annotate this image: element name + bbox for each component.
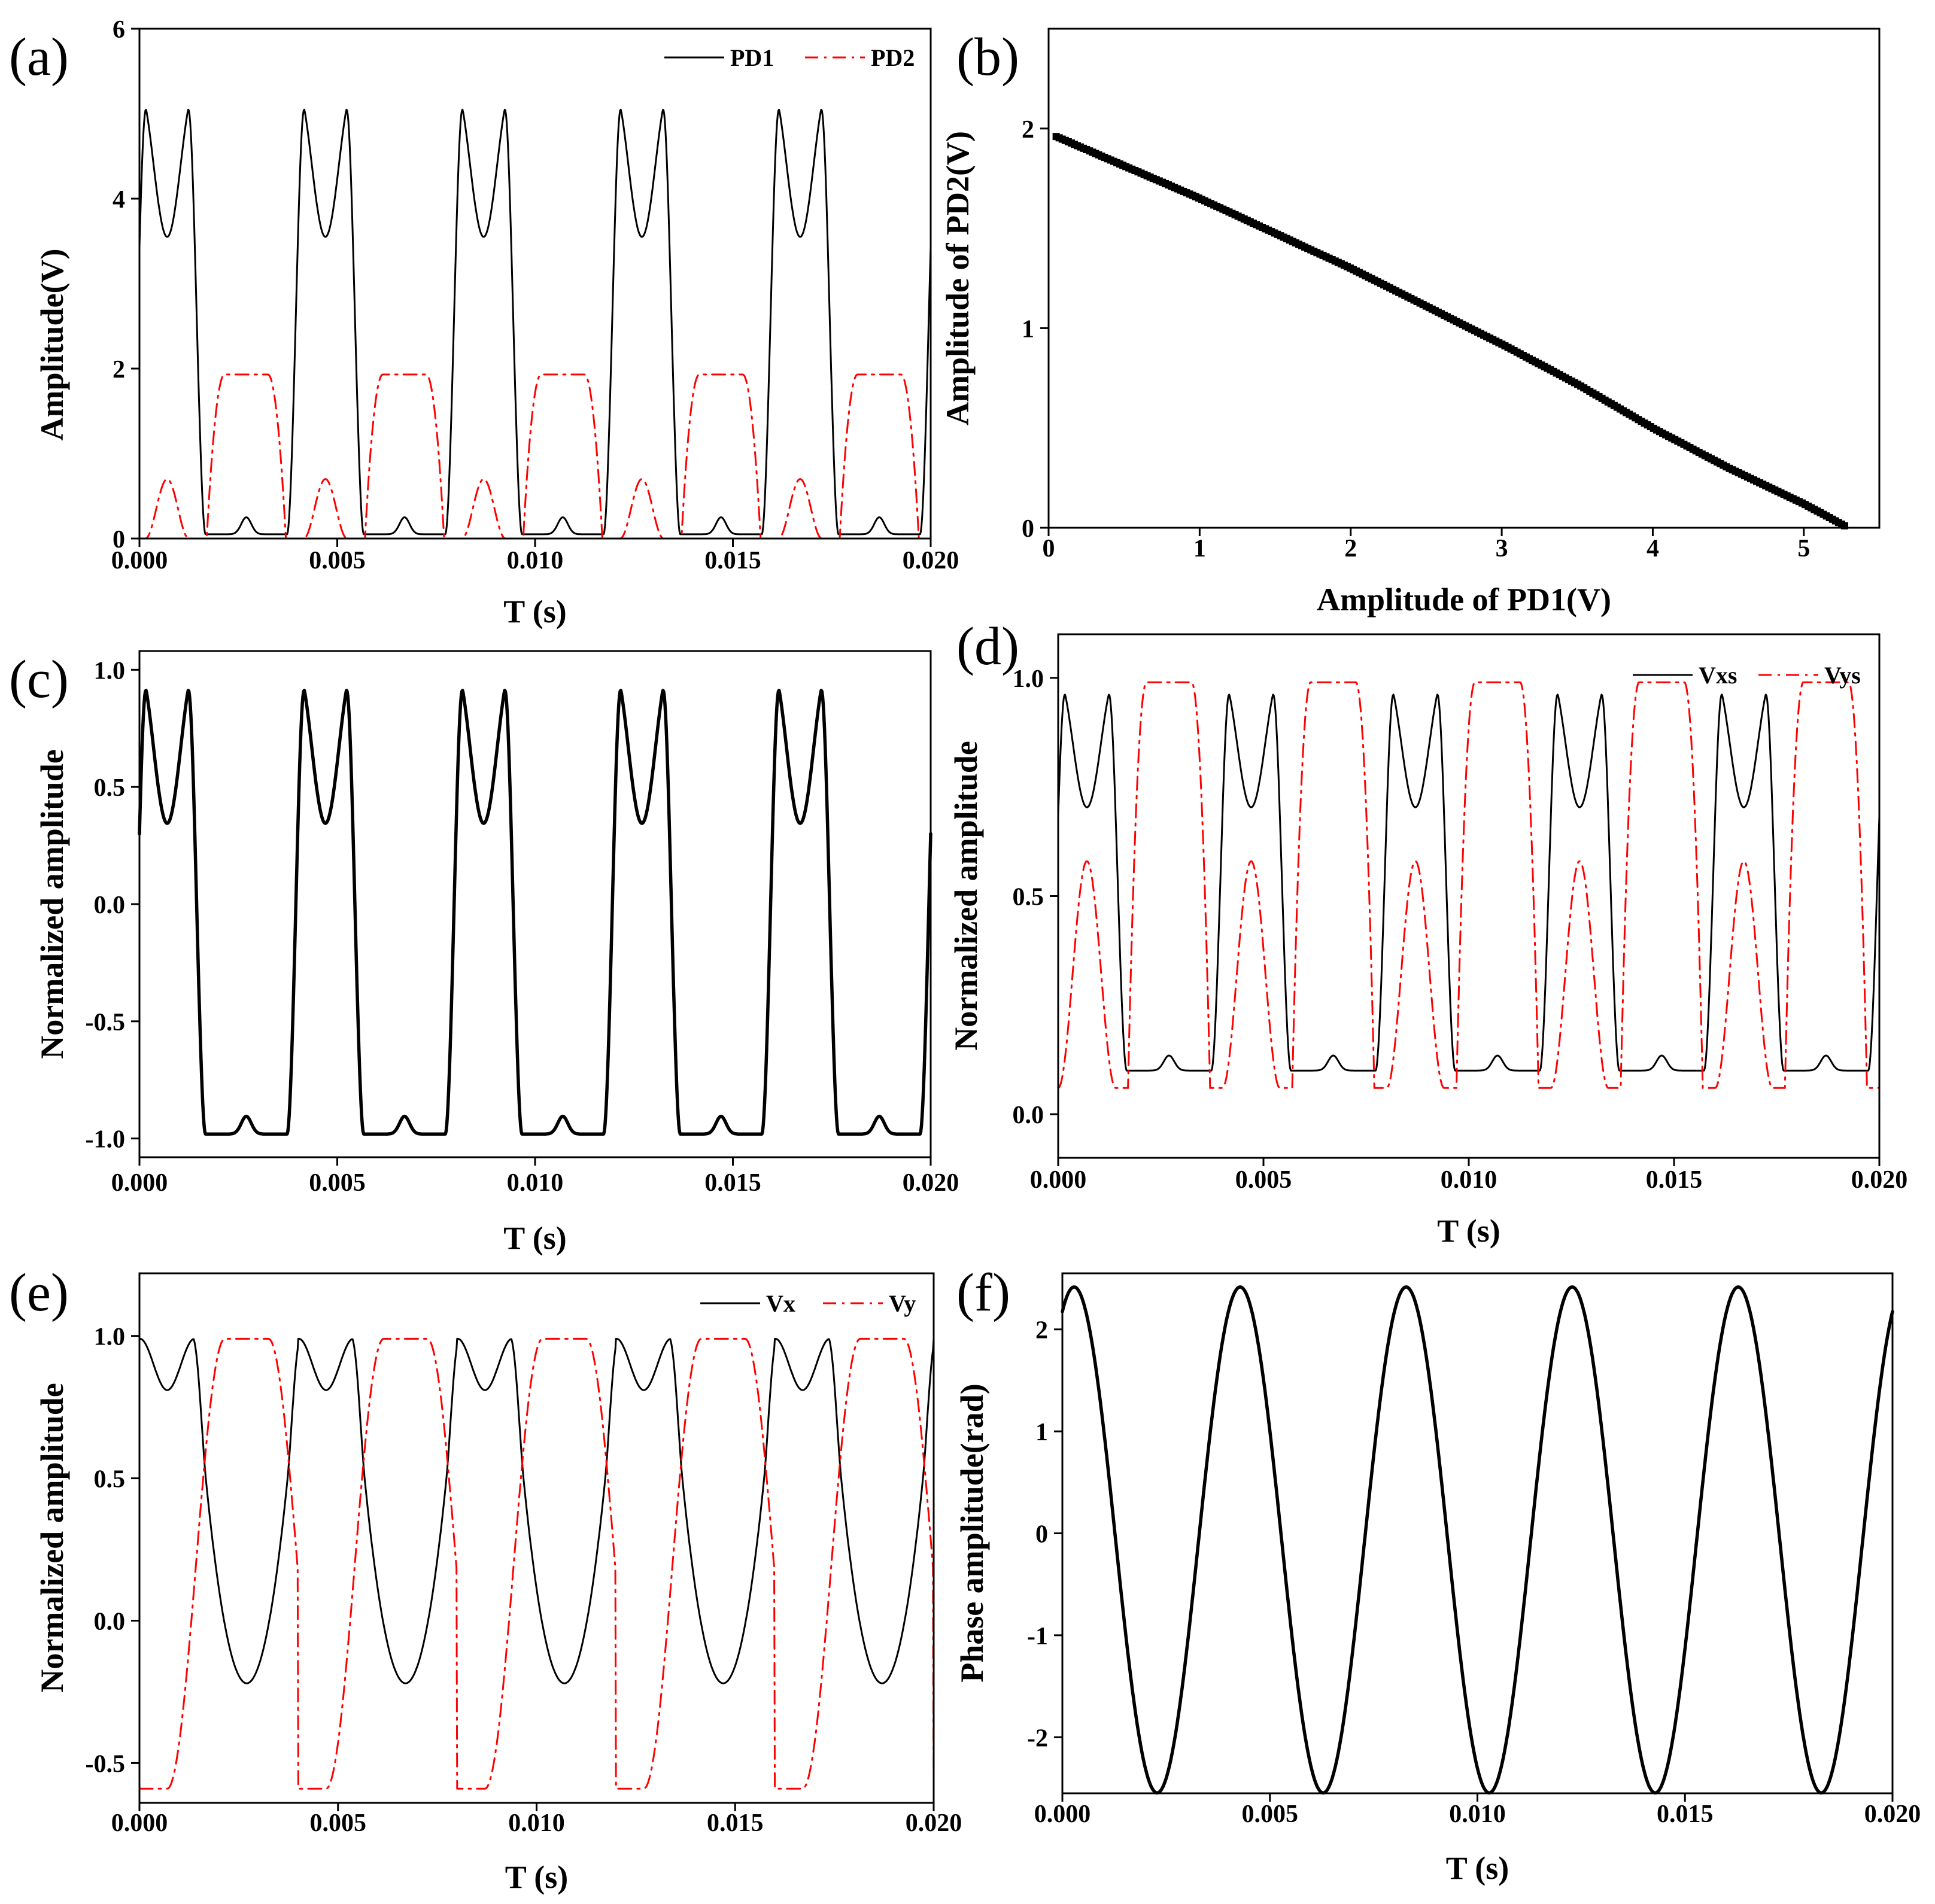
plot-frame <box>138 650 932 1158</box>
legend-label: Vys <box>1824 662 1861 689</box>
panel-label: (c) <box>9 650 69 709</box>
y-tick-label: 0 <box>1022 515 1034 543</box>
x-tick-label: 5 <box>1797 535 1810 562</box>
y-tick-label: 0.0 <box>1013 1102 1044 1129</box>
panel-label: (e) <box>9 1263 69 1322</box>
x-tick-label: 0.020 <box>1864 1800 1921 1828</box>
y-tick-label: 0 <box>113 526 125 553</box>
legend-label: Vxs <box>1699 662 1737 689</box>
panel-c: 0.000 0.005 0.010 0.015 0.020 -1.0 -0.5 0.0 0.5 1… <box>9 650 959 1256</box>
x-tick-label: 0.020 <box>903 1169 959 1197</box>
series-line-phase <box>1061 1285 1894 1795</box>
series-line-pd1 <box>138 108 932 536</box>
x-axis-title: T (s) <box>503 594 567 629</box>
y-tick-label: 0.0 <box>94 1608 126 1635</box>
y-tick-label: -0.5 <box>86 1009 126 1036</box>
x-tick-label: 0.010 <box>507 547 564 574</box>
y-tick-label: 0.5 <box>1013 884 1044 911</box>
panel-label: (a) <box>9 28 69 87</box>
x-tick-label: 1 <box>1193 535 1206 562</box>
plot-frame <box>1061 1272 1894 1794</box>
x-tick-label: 0.010 <box>508 1809 565 1837</box>
x-tick-label: 0.005 <box>1235 1166 1292 1194</box>
x-axis-title: T (s) <box>1446 1850 1509 1886</box>
x-tick-label: 0 <box>1043 535 1055 562</box>
series-line-pd2 <box>138 373 932 540</box>
panel-e: 0.000 0.005 0.010 0.015 0.020 -0.5 0.0 0.5 1.0 T … <box>9 1263 962 1895</box>
x-tick-label: 2 <box>1344 535 1357 562</box>
panel-a: 0.000 0.005 0.010 0.015 0.020 0 2 4 6 T (s) Amplit… <box>9 16 959 629</box>
x-tick-label: 0.000 <box>111 547 168 574</box>
y-axis-title: Normalized amplitude <box>948 741 984 1050</box>
panel-b: 0 1 2 3 4 5 0 1 2 Amplitude of PD1(V) Amplitude of… <box>940 28 1881 618</box>
x-tick-label: 3 <box>1496 535 1508 562</box>
y-tick-label: -0.5 <box>86 1750 126 1778</box>
series-line-normalized-signal <box>138 689 932 1136</box>
y-tick-label: -1 <box>1027 1623 1048 1650</box>
x-axis-title: T (s) <box>505 1859 569 1895</box>
x-tick-label: 0.005 <box>310 1809 367 1837</box>
panel-label: (f) <box>956 1263 1010 1322</box>
y-axis-title: Amplitude(V) <box>34 249 70 441</box>
x-tick-label: 0.015 <box>707 1809 764 1837</box>
y-tick-label: 4 <box>113 186 125 214</box>
y-tick-label: 1.0 <box>94 1324 126 1351</box>
x-tick-label: 0.005 <box>309 1169 366 1197</box>
x-tick-label: 0.010 <box>1441 1166 1497 1194</box>
y-tick-label: 1 <box>1022 315 1034 343</box>
plot-frame <box>1047 28 1881 529</box>
x-tick-label: 0.010 <box>1449 1800 1506 1828</box>
x-tick-label: 0.015 <box>1657 1800 1714 1828</box>
y-tick-label: 1.0 <box>1013 665 1044 693</box>
y-tick-label: 0.5 <box>94 1466 126 1494</box>
x-tick-label: 0.000 <box>1030 1166 1087 1194</box>
x-tick-label: 0.015 <box>1646 1166 1703 1194</box>
plot-frame <box>1057 633 1881 1159</box>
panel-f: 0.000 0.005 0.010 0.015 0.020 -2 -1 0 1 2 T (s) Pha… <box>954 1263 1921 1886</box>
y-tick-label: 1.0 <box>94 657 126 685</box>
x-tick-label: 0.020 <box>903 547 959 574</box>
series-line-vy <box>138 1337 935 1790</box>
y-axis-title: Phase amplitude(rad) <box>954 1383 990 1683</box>
x-tick-label: 0.000 <box>111 1809 168 1837</box>
legend-label: Vy <box>889 1290 916 1317</box>
y-tick-label: 6 <box>113 16 125 44</box>
x-tick-label: 0.000 <box>111 1169 168 1197</box>
x-tick-label: 0.020 <box>906 1809 962 1837</box>
legend-label: PD2 <box>871 44 915 71</box>
x-tick-label: 0.000 <box>1034 1800 1091 1828</box>
x-tick-label: 0.015 <box>704 547 761 574</box>
y-tick-label: -1.0 <box>86 1126 126 1154</box>
x-tick-label: 0.010 <box>507 1169 564 1197</box>
x-tick-label: 4 <box>1647 535 1659 562</box>
y-tick-label: 2 <box>1035 1317 1048 1345</box>
series-line-vxs <box>1057 694 1881 1072</box>
y-tick-label: 2 <box>113 356 125 384</box>
panel-d: 0.000 0.005 0.010 0.015 0.020 0.0 0.5 1.0 T (s) N… <box>948 617 1907 1249</box>
y-axis-title: Normalized amplitude <box>34 1383 70 1692</box>
series-line-vx <box>138 1337 935 1684</box>
y-tick-label: 0.0 <box>94 892 126 919</box>
x-axis-title: Amplitude of PD1(V) <box>1317 582 1611 618</box>
y-axis-title: Amplitude of PD2(V) <box>940 131 976 425</box>
legend-label: Vx <box>766 1290 795 1317</box>
y-tick-label: 0 <box>1035 1521 1048 1549</box>
x-tick-label: 0.005 <box>1242 1800 1299 1828</box>
x-tick-label: 0.005 <box>309 547 366 574</box>
plot-frame <box>138 28 932 540</box>
y-tick-label: 0.5 <box>94 774 126 802</box>
legend-label: PD1 <box>730 44 774 71</box>
y-axis-title: Normalized amplitude <box>34 749 70 1059</box>
x-tick-label: 0.020 <box>1851 1166 1908 1194</box>
panel-label: (d) <box>956 617 1019 676</box>
series-line-vys <box>1057 681 1881 1089</box>
y-tick-label: -2 <box>1027 1724 1048 1752</box>
panel-label: (b) <box>956 28 1019 87</box>
y-tick-label: 1 <box>1035 1419 1048 1446</box>
x-tick-label: 0.015 <box>704 1169 761 1197</box>
x-axis-title: T (s) <box>1437 1213 1500 1249</box>
y-tick-label: 2 <box>1022 116 1034 144</box>
x-axis-title: T (s) <box>503 1220 567 1256</box>
